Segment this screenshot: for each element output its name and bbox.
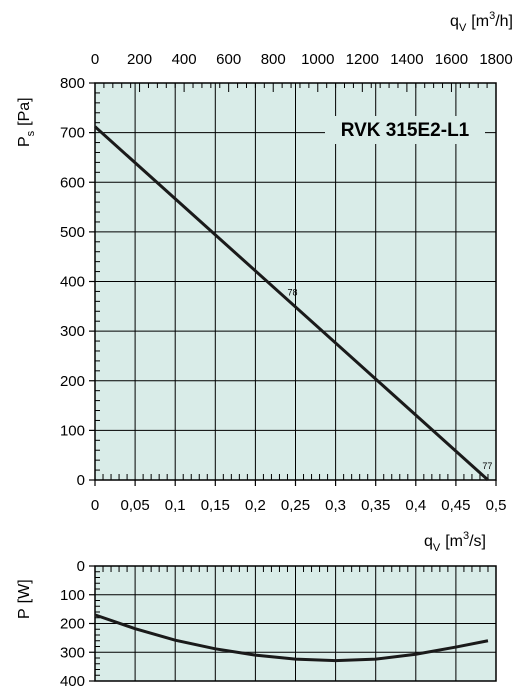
- power-tick-label: 100: [60, 587, 85, 604]
- bottom-axis-label: qV [m3/s]: [424, 530, 486, 554]
- pressure-plot-minor-ticks: [89, 82, 497, 486]
- top-axis-tick-label: 1000: [301, 51, 334, 68]
- pressure-tick-label: 600: [60, 174, 85, 191]
- pressure-tick-label: 200: [60, 373, 85, 390]
- power-tick-label: 400: [60, 673, 85, 690]
- power-plot-grid: [95, 566, 496, 681]
- flow-tick-label: 0,25: [281, 497, 310, 514]
- flow-tick-label: 0,1: [165, 497, 186, 514]
- pressure-tick-label: 400: [60, 274, 85, 291]
- pressure-plot-frame: [94, 82, 497, 481]
- top-axis-tick-label: 1800: [479, 51, 512, 68]
- power-tick-label: 300: [60, 644, 85, 661]
- flow-tick-label: 0,2: [245, 497, 266, 514]
- top-axis-tick-label: 600: [216, 51, 241, 68]
- flow-tick-label: 0,45: [441, 497, 470, 514]
- power-plot-tick-labels: 0 100 200 300 400: [60, 558, 85, 690]
- pressure-plot-tick-labels: 0 100 200 300 400 500 600 700 800 0 0,05 0,1 0,15 0,2…: [60, 51, 513, 514]
- chart-title-background: [325, 116, 485, 144]
- top-axis-tick-label: 0: [91, 51, 99, 68]
- power-plot-frame: [94, 565, 497, 682]
- power-tick-label: 0: [77, 558, 85, 575]
- pressure-tick-label: 700: [60, 125, 85, 142]
- power-plot-minor-ticks: [89, 565, 489, 682]
- chart-title: RVK 315E2-L1: [341, 120, 470, 141]
- top-axis-tick-label: 1400: [390, 51, 423, 68]
- power-axis-label: P[W]: [16, 579, 33, 619]
- chart-title-group: RVK 315E2-L1: [325, 116, 485, 144]
- pressure-curve-annotations: 78 77: [287, 287, 492, 471]
- top-axis-tick-label: 1600: [435, 51, 468, 68]
- flow-tick-label: 0: [91, 497, 99, 514]
- pressure-tick-label: 500: [60, 224, 85, 241]
- curve-point-label: 77: [482, 461, 492, 471]
- flow-tick-label: 0,35: [361, 497, 390, 514]
- power-tick-label: 200: [60, 616, 85, 633]
- flow-tick-label: 0,4: [405, 497, 426, 514]
- flow-tick-label: 0,05: [120, 497, 149, 514]
- pressure-tick-label: 300: [60, 323, 85, 340]
- pressure-curve: [93, 125, 489, 482]
- pressure-plot-grid: [95, 83, 496, 480]
- power-curve: [94, 613, 489, 663]
- pressure-tick-label: 0: [77, 472, 85, 489]
- power-flow-plot: 0 100 200 300 400 P[W]: [16, 558, 497, 690]
- top-axis-label: qV [m3/h]: [450, 10, 513, 34]
- top-axis-tick-label: 400: [172, 51, 197, 68]
- top-axis-tick-label: 1200: [346, 51, 379, 68]
- top-axis-tick-label: 200: [127, 51, 152, 68]
- curve-point-label: 78: [287, 287, 297, 297]
- pressure-tick-label: 800: [60, 75, 85, 92]
- flow-tick-label: 0,3: [325, 497, 346, 514]
- pressure-flow-plot: 0 100 200 300 400 500 600 700 800 0 0,05 0,1 0,15 0,2…: [16, 10, 513, 514]
- flow-tick-label: 0,5: [486, 497, 507, 514]
- top-axis-tick-label: 800: [261, 51, 286, 68]
- pressure-tick-label: 100: [60, 422, 85, 439]
- pressure-axis-label: Ps[Pa]: [16, 97, 37, 147]
- flow-tick-label: 0,15: [201, 497, 230, 514]
